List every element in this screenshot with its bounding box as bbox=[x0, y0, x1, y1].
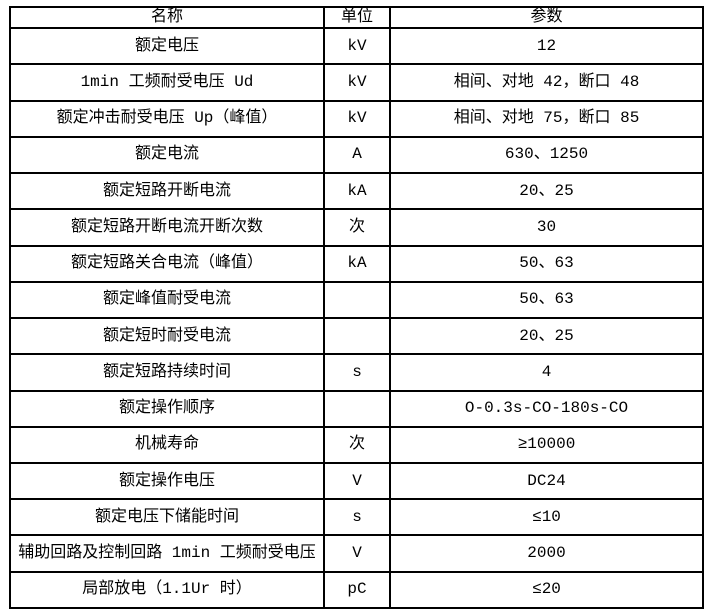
header-row: 名称 单位 参数 bbox=[9, 5, 704, 30]
row-value: 12 bbox=[389, 27, 704, 66]
row-name: 额定电流 bbox=[9, 135, 325, 175]
row-name: 额定短路持续时间 bbox=[9, 353, 325, 392]
row-value: ≤10 bbox=[389, 498, 704, 537]
row-unit: kA bbox=[323, 172, 391, 211]
row-name: 额定短路开断电流 bbox=[9, 172, 325, 211]
table-row: 额定电流 A 630、1250 bbox=[9, 135, 704, 175]
row-unit: kV bbox=[323, 27, 391, 66]
spec-table: 名称 单位 参数 额定电压 kV 12 1min 工频耐受电压 Ud kV 相间… bbox=[9, 5, 704, 610]
row-name: 局部放电（1.1Ur 时） bbox=[9, 570, 325, 610]
row-unit: V bbox=[323, 461, 391, 501]
row-name: 机械寿命 bbox=[9, 425, 325, 465]
table-row: 机械寿命 次 ≥10000 bbox=[9, 425, 704, 465]
table-row: 额定短路开断电流 kA 20、25 bbox=[9, 172, 704, 211]
row-unit bbox=[323, 280, 391, 320]
column-header-unit: 单位 bbox=[323, 5, 391, 30]
row-value: 2000 bbox=[389, 534, 704, 573]
row-unit: kV bbox=[323, 63, 391, 102]
row-value: 20、25 bbox=[389, 317, 704, 356]
table-row: 额定短时耐受电流 20、25 bbox=[9, 317, 704, 356]
row-value: ≤20 bbox=[389, 570, 704, 610]
row-value: 50、63 bbox=[389, 244, 704, 283]
table-row: 辅助回路及控制回路 1min 工频耐受电压 V 2000 bbox=[9, 534, 704, 573]
column-header-value: 参数 bbox=[389, 5, 704, 30]
row-unit: V bbox=[323, 534, 391, 573]
row-unit: 次 bbox=[323, 425, 391, 465]
row-unit: 次 bbox=[323, 208, 391, 247]
row-name: 额定峰值耐受电流 bbox=[9, 280, 325, 320]
row-unit: pC bbox=[323, 570, 391, 610]
row-name: 额定短路关合电流（峰值） bbox=[9, 244, 325, 283]
row-unit bbox=[323, 389, 391, 428]
row-name: 额定短时耐受电流 bbox=[9, 317, 325, 356]
row-value: O-0.3s-CO-180s-CO bbox=[389, 389, 704, 428]
row-value: DC24 bbox=[389, 461, 704, 501]
table-row: 额定短路持续时间 s 4 bbox=[9, 353, 704, 392]
table-row: 额定冲击耐受电压 Up（峰值） kV 相间、对地 75，断口 85 bbox=[9, 99, 704, 138]
row-value: 相间、对地 75，断口 85 bbox=[389, 99, 704, 138]
row-unit: kA bbox=[323, 244, 391, 283]
table-row: 额定短路开断电流开断次数 次 30 bbox=[9, 208, 704, 247]
row-unit: s bbox=[323, 498, 391, 537]
row-name: 额定冲击耐受电压 Up（峰值） bbox=[9, 99, 325, 138]
column-header-name: 名称 bbox=[9, 5, 325, 30]
row-name: 额定电压 bbox=[9, 27, 325, 66]
row-name: 1min 工频耐受电压 Ud bbox=[9, 63, 325, 102]
row-unit: kV bbox=[323, 99, 391, 138]
row-name: 辅助回路及控制回路 1min 工频耐受电压 bbox=[9, 534, 325, 573]
row-name: 额定操作顺序 bbox=[9, 389, 325, 428]
row-name: 额定电压下储能时间 bbox=[9, 498, 325, 537]
row-name: 额定操作电压 bbox=[9, 461, 325, 501]
table-row: 额定短路关合电流（峰值） kA 50、63 bbox=[9, 244, 704, 283]
table-row: 局部放电（1.1Ur 时） pC ≤20 bbox=[9, 570, 704, 610]
row-unit: s bbox=[323, 353, 391, 392]
row-value: ≥10000 bbox=[389, 425, 704, 465]
table-row: 额定电压 kV 12 bbox=[9, 27, 704, 66]
row-value: 50、63 bbox=[389, 280, 704, 320]
table-row: 额定操作电压 V DC24 bbox=[9, 461, 704, 501]
row-value: 630、1250 bbox=[389, 135, 704, 175]
table-row: 额定电压下储能时间 s ≤10 bbox=[9, 498, 704, 537]
row-unit bbox=[323, 317, 391, 356]
row-value: 30 bbox=[389, 208, 704, 247]
row-value: 相间、对地 42，断口 48 bbox=[389, 63, 704, 102]
row-name: 额定短路开断电流开断次数 bbox=[9, 208, 325, 247]
row-value: 4 bbox=[389, 353, 704, 392]
table-row: 额定操作顺序 O-0.3s-CO-180s-CO bbox=[9, 389, 704, 428]
table-row: 1min 工频耐受电压 Ud kV 相间、对地 42，断口 48 bbox=[9, 63, 704, 102]
table-row: 额定峰值耐受电流 50、63 bbox=[9, 280, 704, 320]
row-value: 20、25 bbox=[389, 172, 704, 211]
row-unit: A bbox=[323, 135, 391, 175]
